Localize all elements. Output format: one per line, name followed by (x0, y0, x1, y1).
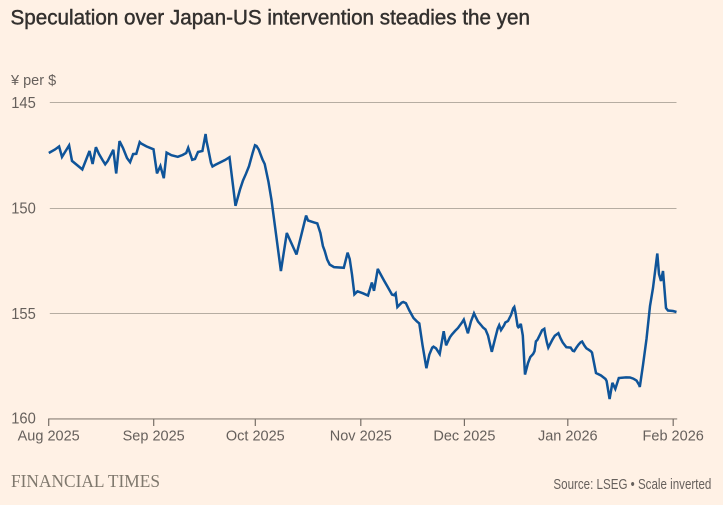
svg-text:160: 160 (11, 410, 36, 427)
svg-text:Speculation over Japan-US inte: Speculation over Japan-US intervention s… (11, 6, 531, 30)
svg-text:FINANCIAL TIMES: FINANCIAL TIMES (11, 471, 160, 491)
svg-text:Aug 2025: Aug 2025 (18, 428, 80, 444)
svg-text:Dec 2025: Dec 2025 (433, 428, 495, 444)
svg-text:145: 145 (11, 95, 36, 112)
svg-text:Jan 2026: Jan 2026 (538, 428, 598, 444)
svg-text:Oct 2025: Oct 2025 (226, 428, 285, 444)
svg-text:¥ per $: ¥ per $ (10, 73, 56, 89)
svg-text:Nov 2025: Nov 2025 (330, 428, 392, 444)
svg-text:Feb 2026: Feb 2026 (643, 428, 704, 444)
svg-text:Sep 2025: Sep 2025 (123, 428, 185, 444)
svg-text:155: 155 (11, 306, 36, 323)
svg-text:150: 150 (11, 201, 36, 218)
svg-text:Source: LSEG • Scale inverted: Source: LSEG • Scale inverted (553, 477, 711, 493)
